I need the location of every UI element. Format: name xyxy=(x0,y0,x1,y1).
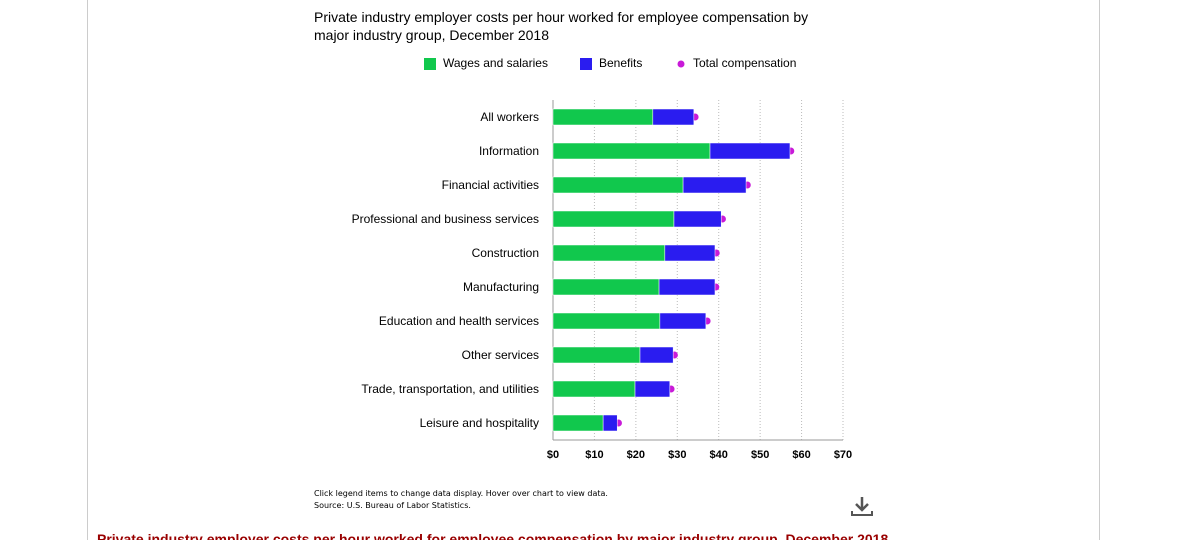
bar-segment xyxy=(659,312,707,330)
legend-label[interactable]: Wages and salaries xyxy=(443,56,548,70)
y-tick-label: Financial activities xyxy=(442,178,539,192)
next-heading: Private industry employer costs per hour… xyxy=(97,531,889,540)
panel xyxy=(87,0,1100,540)
y-tick-label: Information xyxy=(479,144,539,158)
download-button[interactable] xyxy=(850,494,874,518)
y-tick-label: Other services xyxy=(462,348,539,362)
x-tick-label: $10 xyxy=(585,449,603,461)
bar-segment xyxy=(552,312,661,330)
bar-segment xyxy=(658,278,716,296)
bar-segment xyxy=(664,244,716,262)
bar-segment xyxy=(552,278,660,296)
x-tick-label: $20 xyxy=(627,449,645,461)
bar-segment xyxy=(552,142,711,160)
y-tick-label: Education and health services xyxy=(379,314,539,328)
y-tick-label: All workers xyxy=(480,110,539,124)
x-tick-label: $70 xyxy=(834,449,852,461)
bar-segment xyxy=(639,346,674,364)
bar-segment xyxy=(552,380,636,398)
bar-segment xyxy=(602,414,618,432)
legend-swatch[interactable] xyxy=(424,58,436,70)
bar-segment xyxy=(709,142,791,160)
bar-segment xyxy=(552,176,684,194)
chart-title: Private industry employer costs per hour… xyxy=(314,9,809,43)
legend-label[interactable]: Total compensation xyxy=(693,56,796,70)
x-tick-label: $40 xyxy=(710,449,728,461)
bar-segment xyxy=(552,108,654,126)
bar-segment xyxy=(552,244,666,262)
y-tick-label: Trade, transportation, and utilities xyxy=(361,382,539,396)
y-tick-label: Manufacturing xyxy=(463,280,539,294)
chart-note: Click legend items to change data displa… xyxy=(314,489,608,498)
bar-segment xyxy=(552,210,675,228)
y-tick-label: Professional and business services xyxy=(352,212,539,226)
bar-segment xyxy=(652,108,695,126)
y-tick-label: Leisure and hospitality xyxy=(420,416,539,430)
bar-segment xyxy=(673,210,722,228)
y-tick-label: Construction xyxy=(472,246,539,260)
bar-segment xyxy=(634,380,671,398)
x-tick-label: $50 xyxy=(751,449,769,461)
bar-segment xyxy=(552,414,604,432)
legend-label[interactable]: Benefits xyxy=(599,56,642,70)
bar-segment xyxy=(682,176,747,194)
legend-marker[interactable] xyxy=(677,60,685,68)
x-tick-label: $30 xyxy=(668,449,686,461)
x-tick-label: $60 xyxy=(792,449,810,461)
x-tick-label: $0 xyxy=(547,449,559,461)
bar-segment xyxy=(552,346,641,364)
legend-swatch[interactable] xyxy=(580,58,592,70)
chart-source: Source: U.S. Bureau of Labor Statistics. xyxy=(314,501,471,510)
